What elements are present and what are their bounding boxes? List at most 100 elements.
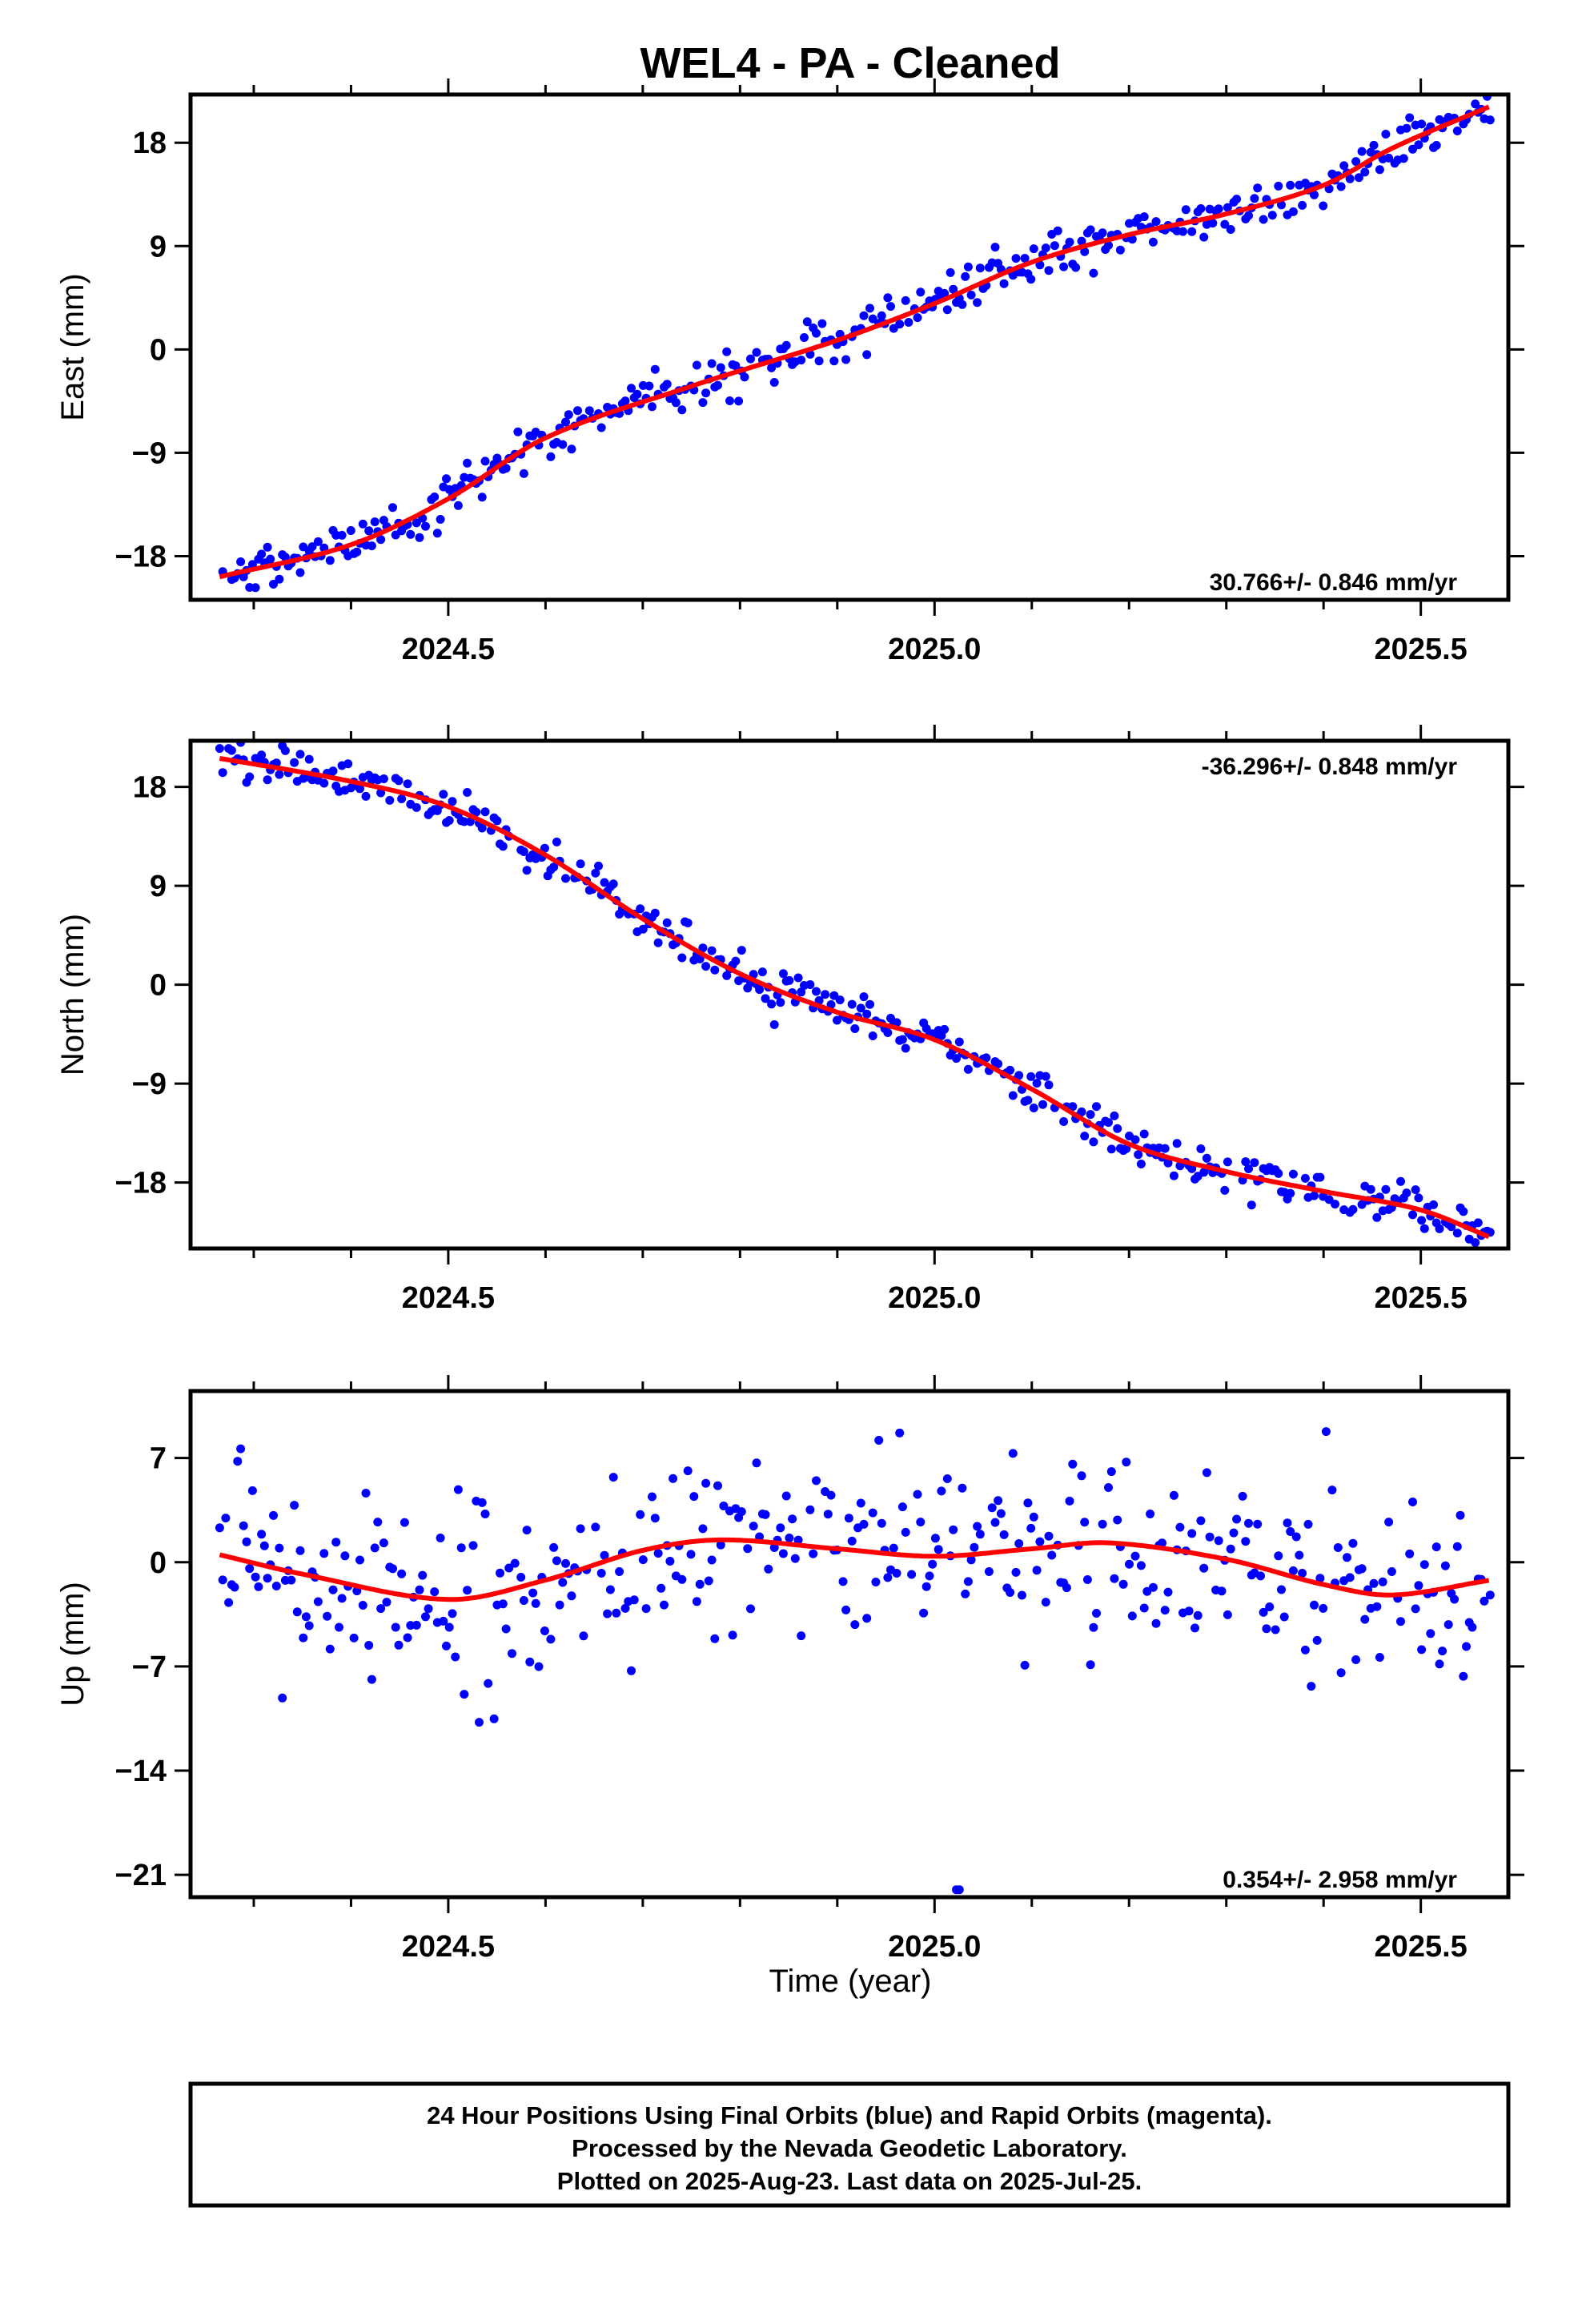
- up-point: [468, 1541, 478, 1550]
- north-y-tick-label: −9: [132, 1068, 167, 1101]
- up-point: [218, 1575, 227, 1585]
- east-point: [251, 583, 260, 593]
- up-point: [528, 1588, 538, 1598]
- east-point: [1253, 183, 1263, 193]
- east-point: [1139, 212, 1149, 222]
- north-point: [662, 918, 672, 927]
- up-point: [1110, 1574, 1119, 1583]
- up-point: [641, 1604, 651, 1614]
- east-point: [963, 262, 973, 271]
- north-point: [1435, 1224, 1444, 1233]
- east-point: [1354, 173, 1363, 183]
- up-point: [319, 1549, 329, 1558]
- up-point: [1065, 1496, 1074, 1506]
- east-point: [1050, 241, 1059, 251]
- footer-line-3: Plotted on 2025-Aug-23. Last data on 202…: [557, 2167, 1142, 2195]
- east-point: [722, 347, 732, 356]
- up-point: [930, 1534, 940, 1543]
- north-y-tick-label: 18: [133, 771, 167, 805]
- up-point: [257, 1530, 267, 1539]
- up-point: [895, 1428, 905, 1437]
- up-point: [1327, 1486, 1337, 1495]
- up-point: [1217, 1586, 1227, 1596]
- up-point: [1202, 1468, 1211, 1478]
- east-point: [841, 355, 851, 364]
- footer-line-2: Processed by the Nevada Geodetic Laborat…: [572, 2134, 1127, 2162]
- north-point: [850, 1024, 860, 1033]
- east-point: [596, 423, 606, 432]
- east-point: [698, 398, 708, 408]
- north-point: [1104, 1118, 1113, 1128]
- up-point: [1300, 1645, 1310, 1655]
- north-point: [1163, 1158, 1173, 1168]
- up-point: [1405, 1549, 1415, 1558]
- east-point: [313, 537, 323, 546]
- up-point: [394, 1640, 404, 1650]
- north-point: [695, 955, 705, 963]
- up-point: [746, 1604, 755, 1614]
- east-point: [958, 300, 967, 309]
- up-point: [761, 1510, 770, 1519]
- east-point: [421, 521, 430, 531]
- up-point: [1130, 1551, 1140, 1561]
- north-point: [994, 1059, 1003, 1068]
- up-point: [769, 1543, 779, 1552]
- up-point: [1348, 1538, 1358, 1548]
- up-point: [874, 1436, 884, 1445]
- up-point: [489, 1714, 499, 1723]
- north-point: [448, 797, 457, 806]
- up-point: [809, 1549, 818, 1558]
- east-point: [370, 517, 379, 527]
- up-point: [295, 1546, 305, 1555]
- up-point: [1089, 1622, 1098, 1632]
- up-point: [301, 1612, 311, 1622]
- east-point: [973, 298, 982, 308]
- north-point: [1202, 1153, 1211, 1163]
- east-point: [1059, 262, 1069, 271]
- up-point: [838, 1577, 848, 1586]
- up-x-tick-label: 2024.5: [402, 1930, 495, 1964]
- up-point: [826, 1490, 836, 1500]
- up-point: [1041, 1598, 1050, 1607]
- up-point: [719, 1502, 729, 1510]
- up-point: [1122, 1458, 1131, 1467]
- up-point: [555, 1600, 564, 1610]
- east-point: [1369, 140, 1379, 150]
- east-panel: 2024.5 2025.0 2025.5 −18 −9 0 9 18 East (mm) 30.7…: [55, 78, 1524, 666]
- up-point: [788, 1514, 797, 1524]
- up-point: [856, 1498, 865, 1508]
- up-point: [323, 1611, 332, 1621]
- north-point: [1244, 1164, 1253, 1173]
- up-point: [382, 1598, 391, 1607]
- north-point: [480, 807, 490, 817]
- north-point: [1196, 1144, 1206, 1153]
- up-point: [841, 1605, 851, 1614]
- up-point: [1035, 1537, 1045, 1546]
- east-point: [561, 417, 570, 427]
- north-frame: [188, 738, 1511, 1251]
- up-point: [259, 1541, 269, 1550]
- up-point: [549, 1542, 559, 1552]
- up-point: [376, 1604, 386, 1614]
- up-point: [361, 1489, 371, 1498]
- up-point: [444, 1622, 454, 1632]
- east-point: [725, 396, 734, 405]
- up-point: [1440, 1561, 1450, 1570]
- up-point: [665, 1557, 675, 1566]
- up-point: [925, 1571, 934, 1581]
- up-point: [966, 1555, 976, 1565]
- north-point: [1059, 1117, 1069, 1126]
- north-point: [677, 953, 687, 963]
- up-point: [1438, 1647, 1447, 1656]
- up-point: [1253, 1519, 1263, 1529]
- up-point: [1262, 1624, 1271, 1634]
- up-point: [1175, 1522, 1185, 1532]
- up-point: [576, 1524, 585, 1534]
- up-point: [1187, 1529, 1197, 1538]
- up-point: [1288, 1566, 1298, 1575]
- east-point: [1011, 254, 1021, 263]
- up-point: [707, 1555, 717, 1565]
- north-point: [767, 999, 777, 1009]
- east-point: [677, 405, 687, 415]
- up-point: [567, 1591, 576, 1601]
